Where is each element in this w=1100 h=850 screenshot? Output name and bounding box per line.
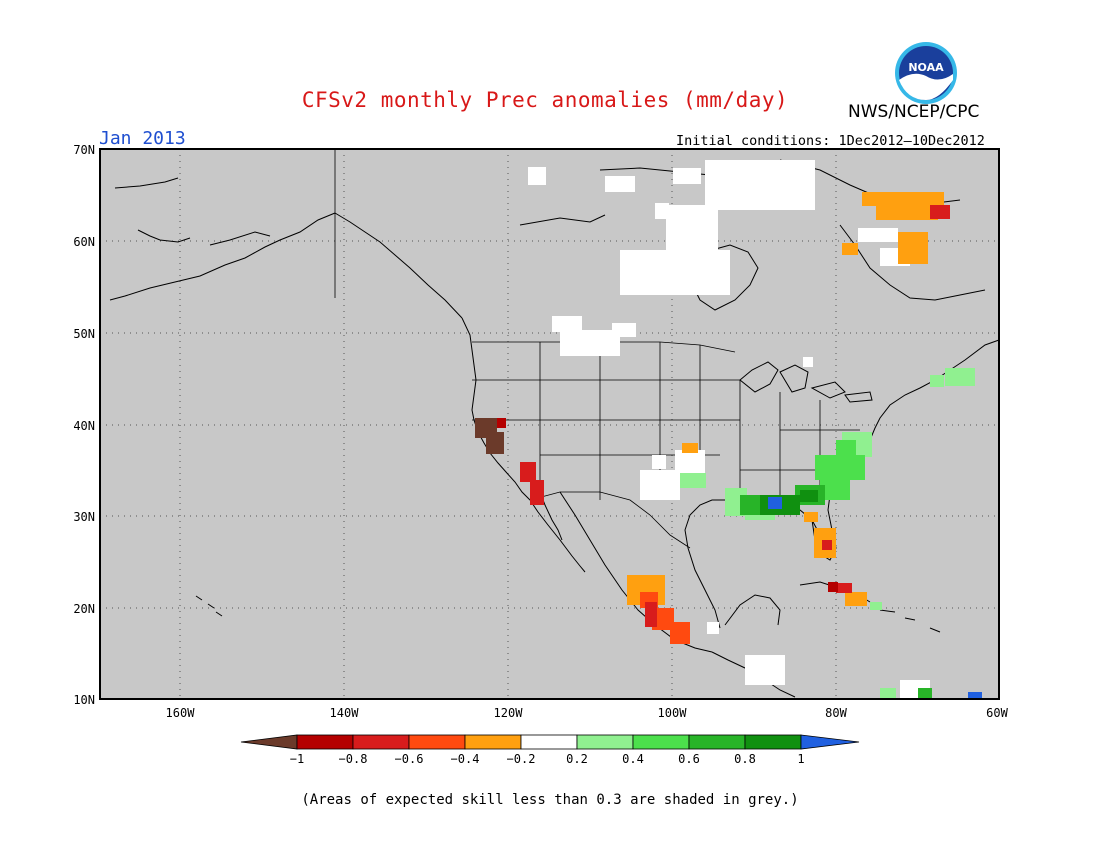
legend-tick-label: −0.8 [339,752,368,766]
map-land-area [100,149,999,699]
lon-label: 100W [658,706,688,720]
legend-swatch [800,734,860,750]
legend-swatch [240,734,298,750]
legend-swatch [632,734,690,750]
legend-swatch [408,734,466,750]
legend-tick-label: −0.6 [395,752,424,766]
lat-label: 30N [73,510,95,524]
map-frame [99,148,1000,700]
legend-swatch [464,734,522,750]
initial-conditions: Initial conditions: 1Dec2012–10Dec2012 [676,133,985,149]
lat-label: 40N [73,419,95,433]
legend-swatch [576,734,634,750]
legend-tick-label: 1 [797,752,804,766]
legend-swatch [296,734,354,750]
legend-swatch [744,734,802,750]
color-legend: −1 −0.8 −0.6 −0.4 −0.2 0.2 0.4 0.6 0.8 1 [240,734,860,766]
forecast-period: Jan 2013 [99,128,186,149]
lon-label: 80W [825,706,847,720]
lon-label: 160W [166,706,196,720]
lon-label: 140W [330,706,360,720]
lon-label: 60W [986,706,1008,720]
lon-label: 120W [494,706,524,720]
legend-tick-label: 0.6 [678,752,700,766]
legend-tick-label: 0.8 [734,752,756,766]
noaa-logo: NOAA [893,40,959,106]
legend-swatch [688,734,746,750]
lat-label: 10N [73,693,95,707]
anomaly-patches [475,160,982,698]
legend-swatch [520,734,578,750]
logo-text: NOAA [908,61,944,74]
chart-title: CFSv2 monthly Prec anomalies (mm/day) [301,88,789,112]
legend-tick-label: 0.2 [566,752,588,766]
lat-label: 60N [73,235,95,249]
lat-label: 70N [73,143,95,157]
skill-footnote: (Areas of expected skill less than 0.3 a… [301,792,799,808]
legend-swatch [352,734,410,750]
lat-label: 50N [73,327,95,341]
legend-tick-label: −0.2 [507,752,536,766]
lat-label: 20N [73,602,95,616]
organization-label: NWS/NCEP/CPC [848,102,980,122]
legend-tick-label: −0.4 [451,752,480,766]
legend-tick-label: 0.4 [622,752,644,766]
legend-tick-label: −1 [290,752,304,766]
